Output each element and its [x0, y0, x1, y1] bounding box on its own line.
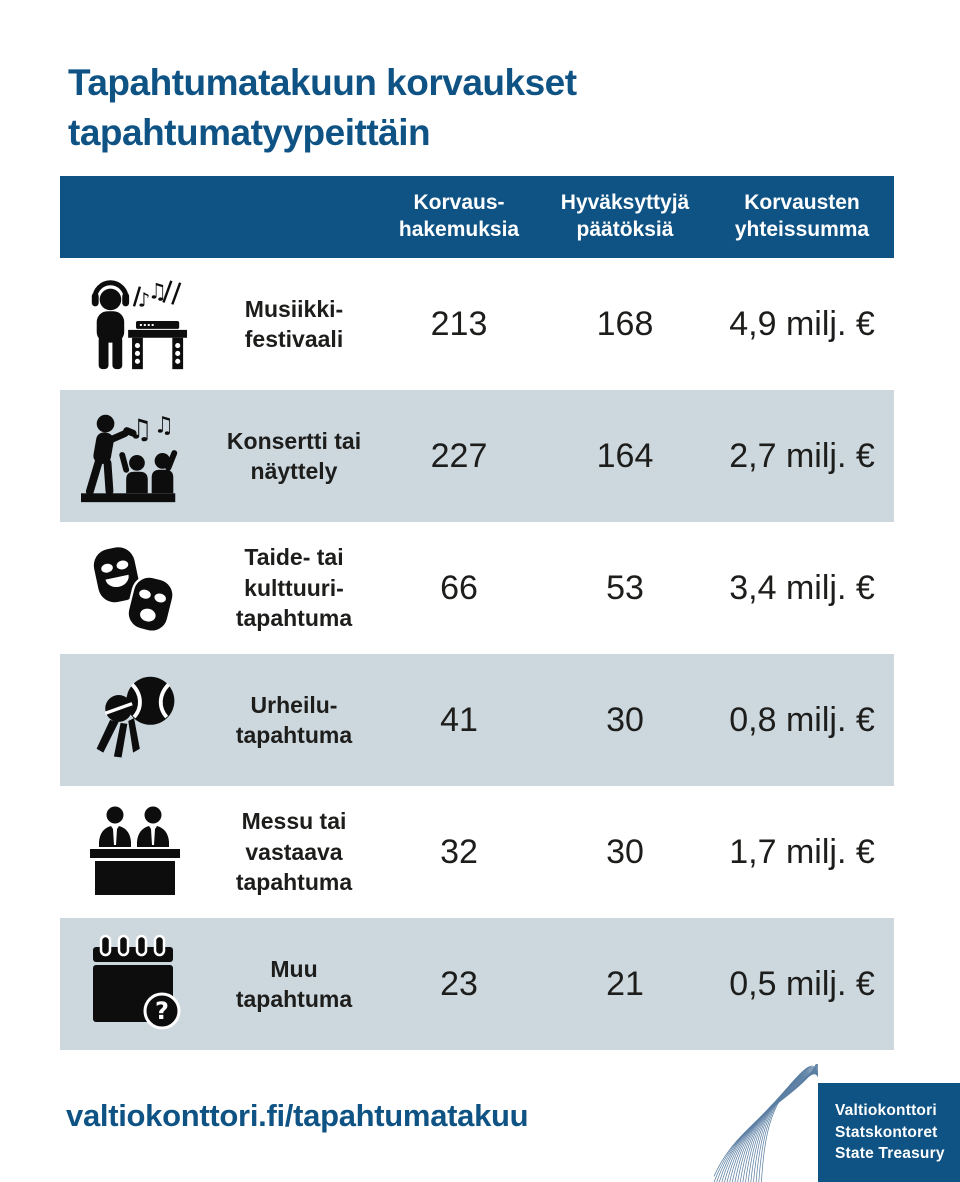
applications-value: 41	[440, 700, 478, 739]
decisions-value: 21	[606, 964, 644, 1003]
dj-music-festival-icon: ♪ ♫	[91, 279, 188, 370]
row-label: Konsertti tai näyttely	[226, 427, 362, 484]
table-row: Urheilu- tapahtuma 41 30 0,8 milj. €	[60, 654, 894, 786]
table-row: Taide- tai kulttuuri- tapahtuma 66 53 3,…	[60, 522, 894, 654]
concert-or-exhibition-icon: ♫ ♫	[81, 412, 178, 503]
decisions-value: 164	[596, 436, 654, 475]
decisions-value: 168	[596, 304, 654, 343]
logo-text-box: Valtiokonttori Statskontoret State Treas…	[818, 1083, 960, 1182]
row-label: Urheilu- tapahtuma	[235, 691, 353, 748]
column-header-decisions: Hyväksyttyjä päätöksiä	[560, 191, 690, 241]
logo-waves-pattern	[714, 1064, 818, 1182]
applications-value: 227	[430, 436, 488, 475]
decisions-value: 30	[606, 700, 644, 739]
trade-fair-booth-icon	[90, 806, 180, 895]
applications-value: 32	[440, 832, 478, 871]
total-value: 3,4 milj. €	[729, 568, 875, 607]
row-label: Muu tapahtuma	[235, 955, 353, 1012]
calendar-question-icon: ?	[93, 934, 181, 1030]
footer-link[interactable]: valtiokonttori.fi/tapahtumatakuu	[66, 1098, 529, 1133]
valtiokonttori-logo: Valtiokonttori Statskontoret State Treas…	[714, 1062, 960, 1182]
decisions-value: 30	[606, 832, 644, 871]
table-row: Messu tai vastaava tapahtuma 32 30 1,7 m…	[60, 786, 894, 918]
applications-value: 66	[440, 568, 478, 607]
logo-line-fi: Valtiokonttori	[835, 1102, 937, 1120]
row-icon-cell	[60, 670, 210, 770]
table-row: ♪ ♫ Musiikki- festivaali 213 168 4,9 mil…	[60, 258, 894, 390]
total-value: 1,7 milj. €	[729, 832, 875, 871]
sports-equipment-icon	[96, 676, 175, 758]
table-row: ♫ ♫ Konsertti tai näyttely 227 164 2,7 m…	[60, 390, 894, 522]
decisions-value: 53	[606, 568, 644, 607]
row-icon-cell: ♫ ♫	[60, 406, 210, 506]
theater-masks-icon	[93, 547, 175, 633]
logo-line-sv: Statskontoret	[835, 1123, 938, 1141]
svg-text:♫: ♫	[154, 412, 174, 438]
total-value: 0,5 milj. €	[729, 964, 875, 1003]
row-icon-cell	[60, 538, 210, 638]
applications-value: 213	[430, 304, 488, 343]
column-header-applications: Korvaus- hakemuksia	[398, 191, 520, 241]
applications-value: 23	[440, 964, 478, 1003]
row-label: Musiikki- festivaali	[244, 295, 344, 352]
row-icon-cell: ?	[60, 934, 210, 1034]
page-title: Tapahtumatakuun korvaukset tapahtumatyyp…	[68, 62, 577, 153]
total-value: 0,8 milj. €	[729, 700, 875, 739]
logo-line-en: State Treasury	[835, 1145, 945, 1163]
table-row: ? Muu tapahtuma 23 21 0,5 milj. €	[60, 918, 894, 1050]
total-value: 2,7 milj. €	[729, 436, 875, 475]
row-label: Taide- tai kulttuuri- tapahtuma	[235, 544, 353, 632]
table-header-row: Korvaus- hakemuksia Hyväksyttyjä päätöks…	[60, 176, 894, 258]
row-icon-cell	[60, 802, 210, 902]
row-icon-cell: ♪ ♫	[60, 274, 210, 374]
compensation-table: Korvaus- hakemuksia Hyväksyttyjä päätöks…	[60, 176, 894, 1050]
svg-text:♪: ♪	[138, 288, 151, 311]
row-label: Messu tai vastaava tapahtuma	[235, 808, 353, 896]
svg-text:♫: ♫	[128, 413, 153, 445]
svg-text:?: ?	[155, 997, 169, 1025]
total-value: 4,9 milj. €	[729, 304, 875, 343]
svg-text:♫: ♫	[148, 279, 167, 304]
column-header-total: Korvausten yhteissumma	[734, 191, 870, 241]
